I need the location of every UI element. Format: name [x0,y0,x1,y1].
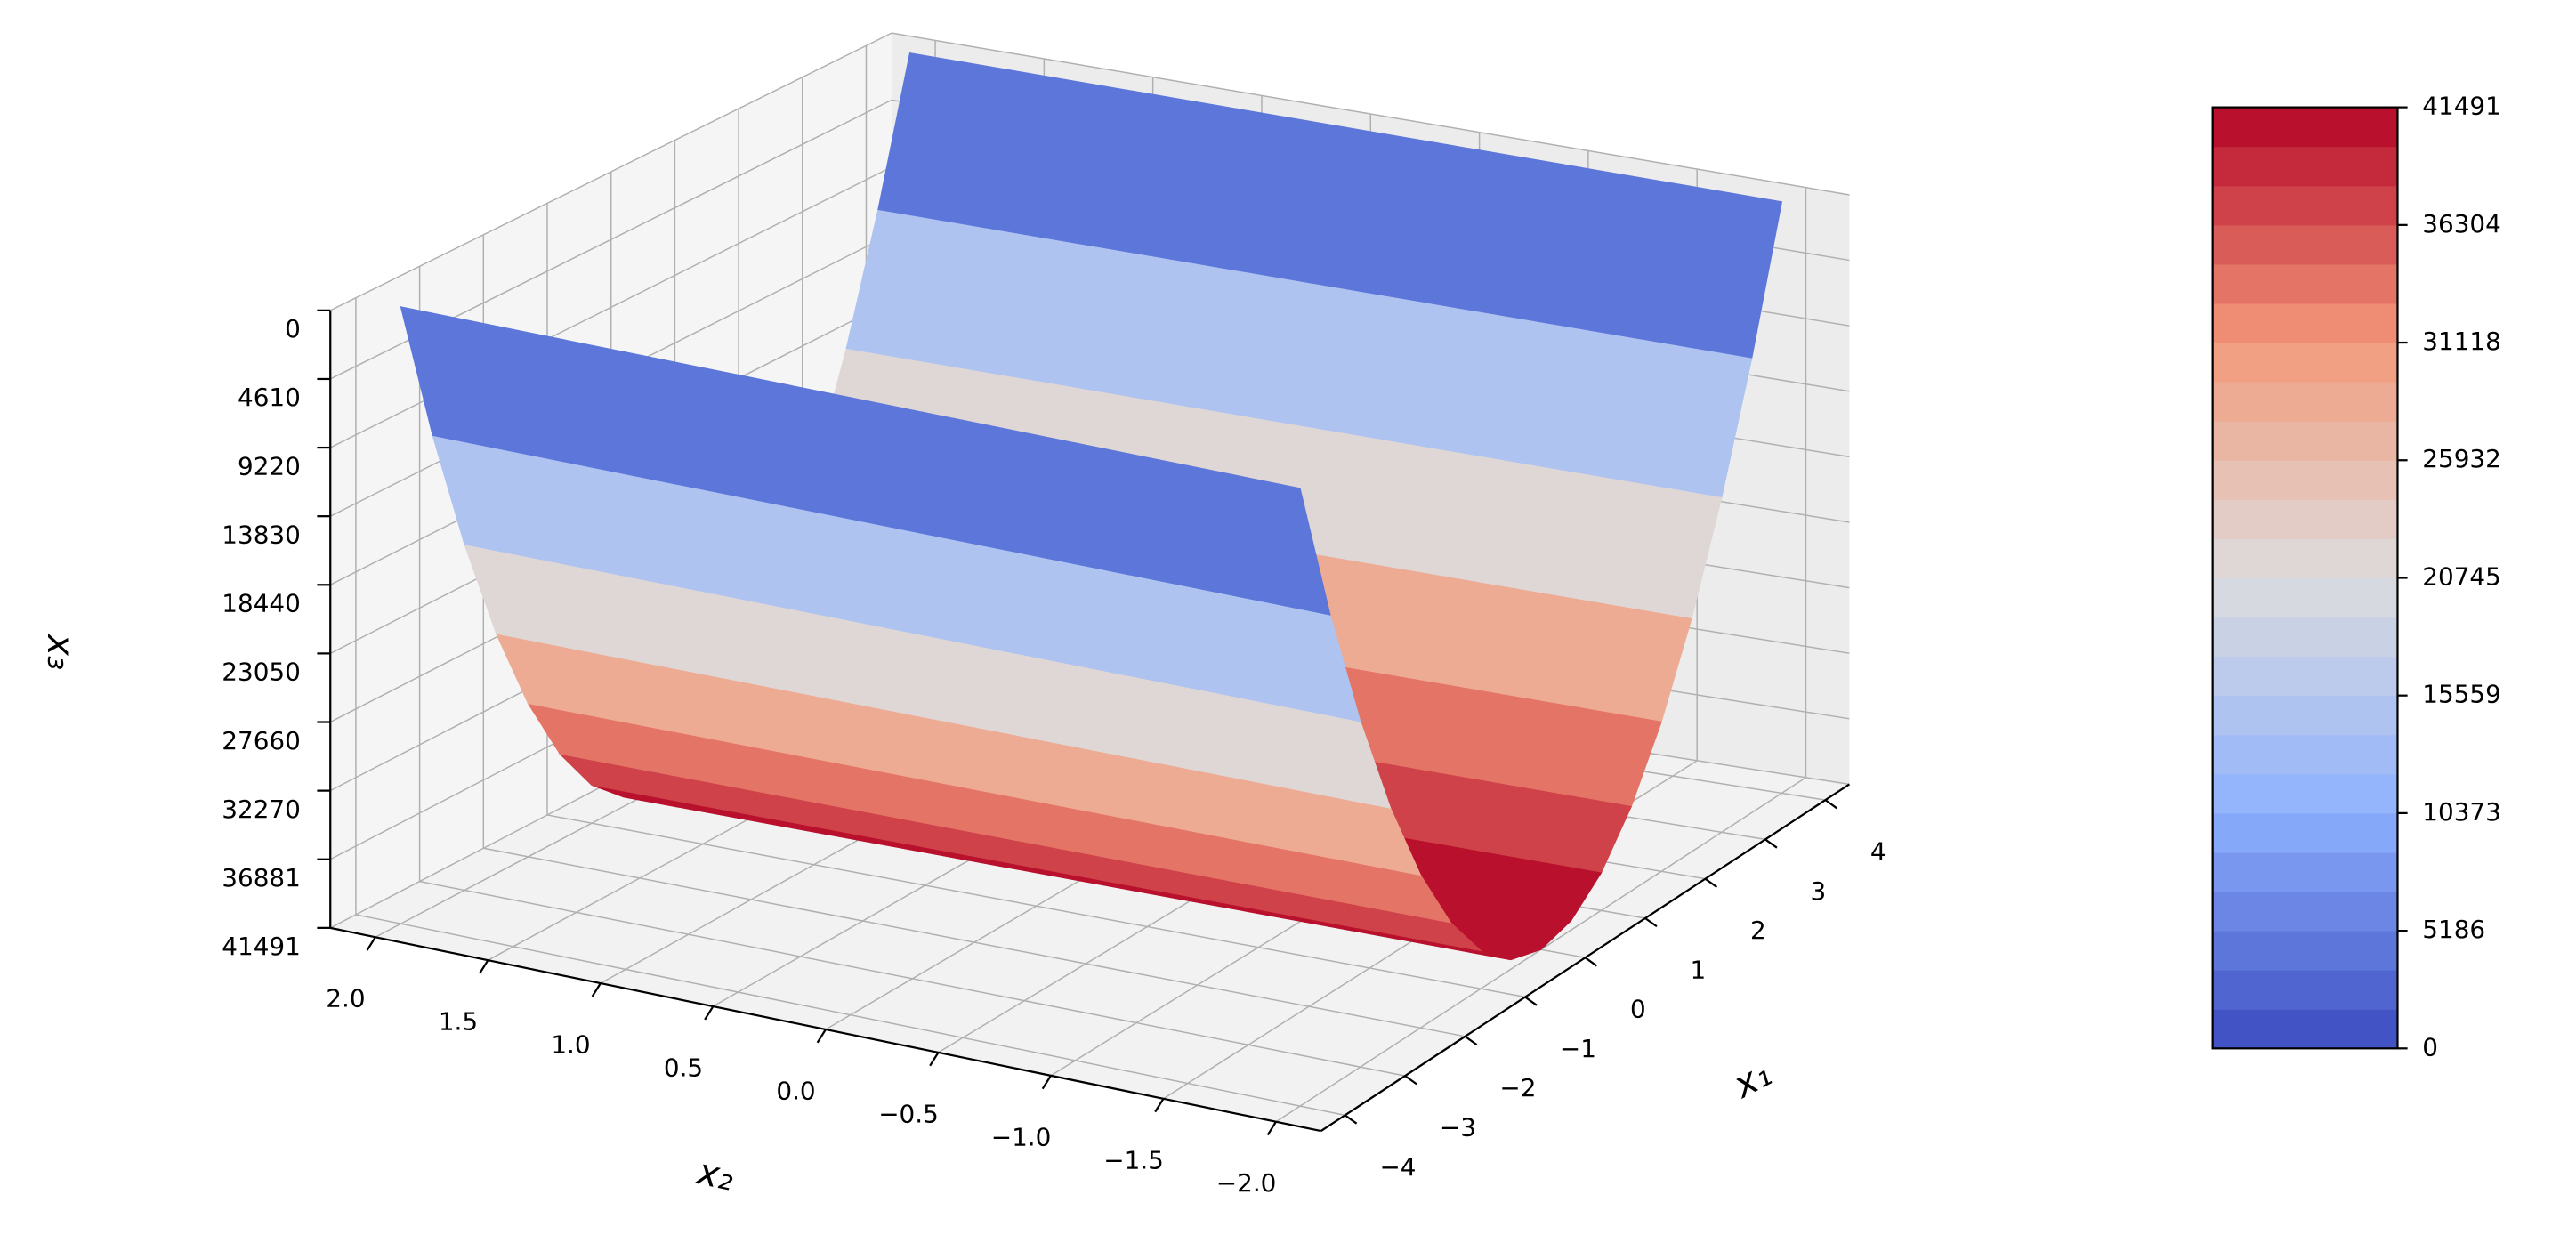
colorbar-tick-label: 10373 [2422,797,2501,827]
colorbar-band [2212,1009,2398,1049]
axes: 0 4610 9220 13830 18440 23050 27660 32270 36881 4… [39,309,1886,1199]
x1-axis-title: x₁ [1724,1052,1778,1107]
x2-tick-label: 1.0 [551,1030,590,1060]
z-tick-label: 13830 [222,520,301,549]
colorbar-band [2212,303,2398,343]
colorbar-band [2212,892,2398,932]
x2-tick [479,959,489,974]
x2-tick-label: 0.5 [664,1053,703,1083]
colorbar-tick-label: 5186 [2422,915,2485,944]
z-tick-label: 32270 [222,795,301,824]
x2-tick [1154,1098,1165,1113]
x2-tick [366,936,376,951]
x1-tick [1584,957,1598,967]
colorbar-band [2212,695,2398,736]
x1-tick [1704,877,1718,888]
x1-tick-label: 2 [1750,916,1766,945]
x1-tick-label: −3 [1440,1112,1476,1142]
x2-tick-label: 2.0 [326,984,365,1013]
colorbar-frame [2211,106,2399,1050]
z-tick-label: 36881 [222,863,301,892]
x1-tick [1464,1035,1478,1046]
x2-tick-label: −2.0 [1216,1168,1277,1198]
x2-axis-title: x₂ [691,1150,738,1199]
colorbar-band [2212,146,2398,187]
colorbar-band [2212,538,2398,579]
z-tick-label: 41491 [222,932,301,961]
z-tick-label: 18440 [222,589,301,618]
colorbar-band [2212,617,2398,658]
colorbar-band [2212,931,2398,971]
colorbar-band [2212,852,2398,892]
colorbar-band [2212,382,2398,422]
x2-tick [704,1005,715,1021]
z-tick-label: 23050 [222,658,301,687]
x1-tick [1644,917,1658,928]
x1-tick [1344,1114,1358,1125]
z-tick-label: 0 [285,314,301,343]
z-tick-label: 27660 [222,726,301,755]
x2-tick [1041,1075,1052,1090]
x2-tick-label: −1.0 [991,1122,1052,1151]
x2-tick [1266,1121,1277,1136]
colorbar-tick-label: 25932 [2422,444,2501,473]
colorbar-tick-label: 36304 [2422,209,2501,238]
colorbar-band [2212,343,2398,383]
z-tick-label: 4610 [238,383,301,412]
colorbar-band [2212,773,2398,814]
colorbar-band [2212,224,2398,265]
x3-axis-title: x₃ [39,633,82,671]
colorbar-band [2212,577,2398,618]
colorbar-tick-label: 31118 [2422,327,2501,356]
colorbar-band [2212,734,2398,775]
colorbar-tick-label: 15559 [2422,680,2501,709]
x2-tick-label: 1.5 [439,1007,478,1037]
x1-tick [1764,838,1778,849]
grid-line [329,32,892,311]
x1-tick [1824,799,1838,810]
x1-tick [1524,996,1538,1006]
colorbar-tick-label: 20745 [2422,561,2501,591]
colorbar-tick-label: 41491 [2422,92,2501,121]
x2-tick [929,1052,940,1067]
x1-tick-label: 0 [1630,995,1646,1024]
x2-tick [591,982,602,997]
x1-tick [1404,1075,1417,1086]
x2-tick [816,1029,827,1044]
grid-line [892,32,1850,196]
colorbar-band [2212,460,2398,500]
z-tick-label: 9220 [238,451,301,480]
x2-tick-label: −1.5 [1103,1145,1164,1174]
surface [400,52,1783,961]
colorbar-band [2212,812,2398,853]
x2-tick-label: −0.5 [878,1099,939,1128]
surface-patch [1187,464,1331,616]
colorbar-band [2212,499,2398,539]
colorbar-band [2212,421,2398,461]
x2-tick-label: 0.0 [776,1076,815,1105]
x1-tick-label: 4 [1870,837,1886,867]
colorbar-band [2212,656,2398,697]
colorbar-band [2212,107,2398,148]
colorbar-tick-label: 0 [2422,1032,2438,1061]
x1-tick-label: 1 [1691,955,1707,984]
x1-tick-label: −2 [1499,1073,1536,1102]
x1-tick-label: −1 [1560,1034,1596,1063]
x1-tick-label: −4 [1379,1152,1416,1182]
colorbar-band [2212,970,2398,1010]
colorbar: 0 5186 10373 15559 20745 25932 31118 36304 41491 [2211,92,2501,1061]
colorbar-band [2212,185,2398,226]
x1-tick-label: 3 [1810,876,1826,906]
colorbar-band [2212,263,2398,304]
